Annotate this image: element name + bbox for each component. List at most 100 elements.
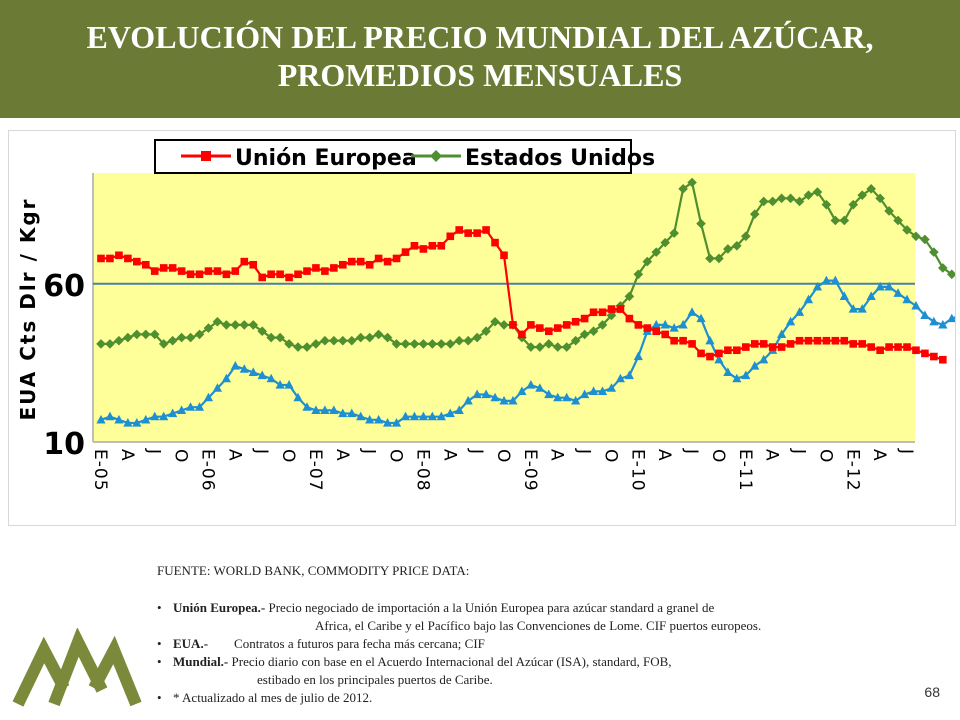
x-tick-label: E-08 xyxy=(412,449,432,492)
data-point-mundial xyxy=(463,395,473,405)
data-point-estados-unidos xyxy=(741,231,751,242)
note-continuation: estibado en los principales puertos de C… xyxy=(257,672,493,687)
note-label: Mundial.- xyxy=(173,654,229,669)
x-tick-label: A xyxy=(117,449,137,462)
data-point-estados-unidos xyxy=(400,339,411,349)
data-point-union-europea xyxy=(912,346,920,355)
data-point-union-europea xyxy=(330,264,338,272)
data-point-estados-unidos xyxy=(463,335,473,346)
data-point-estados-unidos xyxy=(481,326,491,337)
note-text: Precio diario con base en el Acuerdo Int… xyxy=(228,654,672,669)
data-point-union-europea xyxy=(598,308,607,317)
data-point-estados-unidos xyxy=(723,244,733,254)
data-point-union-europea xyxy=(267,270,275,279)
data-point-estados-unidos xyxy=(257,326,267,337)
data-point-estados-unidos xyxy=(194,329,205,340)
data-point-estados-unidos xyxy=(132,329,142,340)
data-point-mundial xyxy=(562,392,572,402)
data-point-union-europea xyxy=(544,327,553,336)
data-point-mundial xyxy=(705,335,715,345)
data-point-estados-unidos xyxy=(570,335,581,346)
data-point-mundial xyxy=(777,329,787,338)
data-point-mundial xyxy=(723,367,733,376)
legend: Unión Europea Estados Unidos xyxy=(154,139,655,174)
data-point-estados-unidos xyxy=(884,206,894,216)
data-point-mundial xyxy=(580,389,590,399)
data-point-union-europea xyxy=(679,336,687,345)
data-point-union-europea xyxy=(553,324,562,332)
data-point-mundial xyxy=(741,370,751,380)
data-point-union-europea xyxy=(150,267,159,275)
data-point-mundial xyxy=(902,294,912,304)
mountains-logo xyxy=(12,628,142,707)
data-point-mundial xyxy=(185,402,196,411)
x-tick-label: O xyxy=(493,449,513,463)
data-point-estados-unidos xyxy=(543,339,554,349)
data-point-estados-unidos xyxy=(221,320,232,330)
data-point-union-europea xyxy=(777,343,786,351)
data-point-mundial xyxy=(624,370,634,380)
data-point-union-europea xyxy=(661,330,669,339)
data-point-estados-unidos xyxy=(597,320,608,330)
data-point-estados-unidos xyxy=(732,240,742,251)
notes-list: Unión Europea.- Precio negociado de impo… xyxy=(157,599,937,707)
data-point-union-europea xyxy=(500,251,508,260)
data-point-estados-unidos xyxy=(490,316,500,327)
data-point-union-europea xyxy=(589,308,598,317)
data-point-mundial xyxy=(830,275,840,285)
data-point-union-europea xyxy=(168,264,177,272)
data-point-union-europea xyxy=(124,254,132,263)
slide-title-line-1: EVOLUCIÓN DEL PRECIO MUNDIAL DEL AZÚCAR, xyxy=(86,19,874,55)
x-tick-label: J xyxy=(466,448,486,455)
data-point-mundial xyxy=(382,418,393,427)
data-point-estados-unidos xyxy=(284,339,294,349)
data-point-mundial xyxy=(150,411,160,421)
data-point-union-europea xyxy=(464,229,472,237)
x-tick-label: E-12 xyxy=(842,449,862,492)
data-point-estados-unidos xyxy=(499,320,509,330)
data-point-mundial xyxy=(194,402,205,411)
data-point-union-europea xyxy=(356,257,365,266)
data-point-union-europea xyxy=(518,330,526,339)
data-point-mundial xyxy=(884,281,894,291)
data-point-mundial xyxy=(114,414,124,424)
data-point-estados-unidos xyxy=(848,199,859,210)
data-point-estados-unidos xyxy=(839,215,850,226)
data-point-mundial xyxy=(329,405,339,414)
data-point-union-europea xyxy=(768,343,777,351)
data-point-estados-unidos xyxy=(355,332,366,343)
data-point-mundial xyxy=(266,373,276,383)
data-point-estados-unidos xyxy=(552,342,563,352)
data-point-estados-unidos xyxy=(794,196,805,207)
note-eua: EUA.- Contratos a futuros para fecha más… xyxy=(157,635,937,653)
data-point-estados-unidos xyxy=(391,339,402,349)
data-point-union-europea xyxy=(509,321,517,329)
slide-title-line-2: PROMEDIOS MENSUALES xyxy=(277,57,683,93)
data-point-estados-unidos xyxy=(714,253,724,264)
y-axis-label: EUA Cts Dlr / Kgr xyxy=(16,197,40,420)
data-point-union-europea xyxy=(930,352,938,361)
data-point-union-europea xyxy=(419,245,428,253)
data-point-estados-unidos xyxy=(687,177,697,188)
note-text: Precio negociado de importación a la Uni… xyxy=(265,600,715,615)
note-text: Contratos a futuros para fecha más cerca… xyxy=(208,636,485,651)
data-point-estados-unidos xyxy=(606,310,617,321)
data-point-mundial xyxy=(221,373,231,383)
data-point-mundial xyxy=(96,414,106,424)
slide-title: EVOLUCIÓN DEL PRECIO MUNDIAL DEL AZÚCAR,… xyxy=(40,18,920,94)
data-point-estados-unidos xyxy=(176,332,187,343)
data-point-union-europea xyxy=(634,321,643,329)
data-point-estados-unidos xyxy=(203,323,214,333)
data-point-mundial xyxy=(526,380,536,389)
data-point-mundial xyxy=(508,395,518,405)
data-point-mundial xyxy=(454,405,464,414)
data-point-mundial xyxy=(427,411,437,421)
data-point-mundial xyxy=(571,395,581,405)
x-tick-label: O xyxy=(386,449,406,463)
data-point-union-europea xyxy=(401,248,410,256)
data-point-union-europea xyxy=(536,324,544,332)
data-point-mundial xyxy=(293,392,303,402)
data-point-mundial xyxy=(875,281,885,291)
data-point-estados-unidos xyxy=(248,320,259,330)
data-point-union-europea xyxy=(294,270,302,279)
